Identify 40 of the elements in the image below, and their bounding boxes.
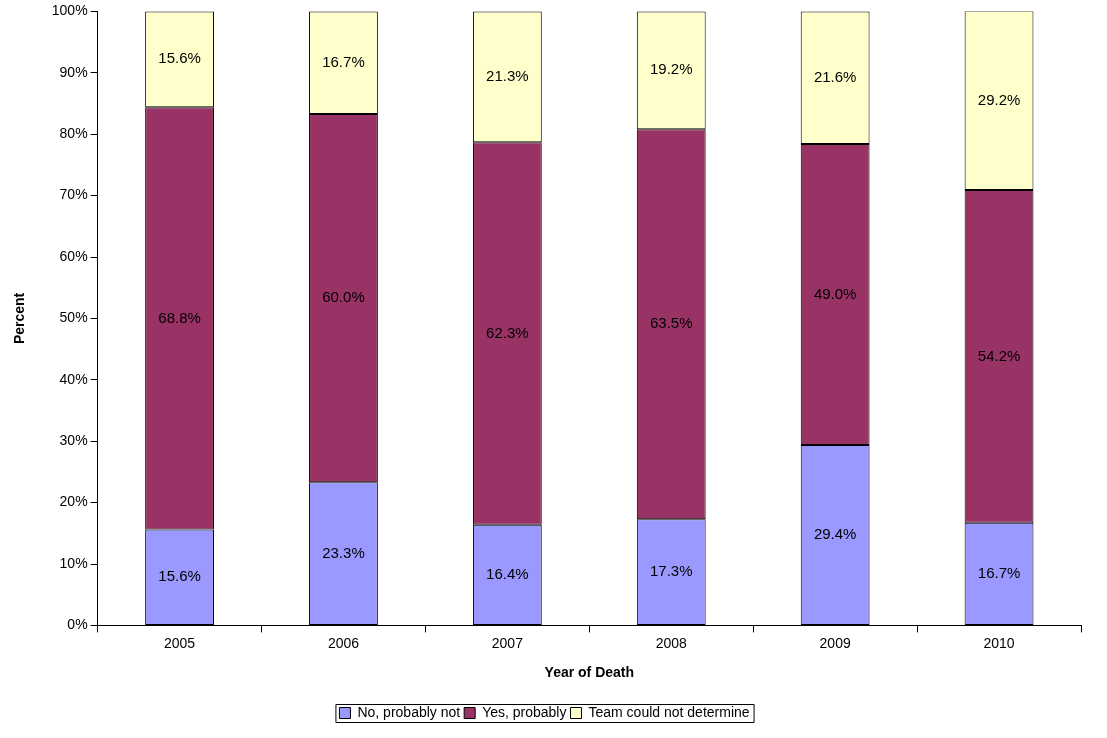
data-label: 63.5% bbox=[649, 314, 693, 332]
x-tick-label: 2007 bbox=[491, 634, 524, 651]
y-tick-label: 70% bbox=[59, 186, 88, 203]
data-label: 17.3% bbox=[649, 562, 693, 580]
data-label: 62.3% bbox=[486, 323, 529, 341]
legend-label: Yes, probably bbox=[482, 703, 567, 720]
y-tick-label: 90% bbox=[59, 63, 88, 80]
x-tick-label: 2009 bbox=[819, 634, 851, 651]
data-label: 29.4% bbox=[813, 525, 857, 543]
y-tick-label: 0% bbox=[67, 616, 88, 633]
data-label: 15.6% bbox=[158, 567, 201, 585]
legend-label: No, probably not bbox=[357, 703, 461, 720]
data-label: 15.6% bbox=[158, 49, 201, 67]
x-tick-label: 2008 bbox=[655, 634, 688, 651]
data-label: 54.2% bbox=[977, 346, 1021, 364]
legend-label: Team could not determine bbox=[588, 703, 750, 720]
data-label: 16.7% bbox=[322, 52, 365, 70]
data-label: 23.3% bbox=[322, 543, 365, 561]
y-tick-label: 100% bbox=[51, 2, 88, 19]
data-label: 49.0% bbox=[813, 284, 857, 302]
y-tick-label: 60% bbox=[59, 247, 88, 264]
data-label: 19.2% bbox=[649, 60, 693, 78]
y-tick-label: 10% bbox=[59, 554, 88, 571]
y-tick-label: 50% bbox=[59, 309, 88, 326]
x-tick-label: 2010 bbox=[983, 634, 1015, 651]
x-tick-label: 2005 bbox=[163, 634, 196, 651]
y-tick-label: 20% bbox=[59, 493, 88, 510]
data-label: 68.8% bbox=[158, 308, 201, 326]
data-label: 21.3% bbox=[486, 66, 529, 84]
data-label: 60.0% bbox=[322, 288, 365, 306]
data-label: 16.4% bbox=[486, 564, 529, 582]
data-label: 16.7% bbox=[977, 564, 1021, 582]
y-tick-label: 40% bbox=[59, 370, 88, 387]
y-tick-label: 30% bbox=[59, 432, 88, 449]
data-label: 29.2% bbox=[977, 90, 1021, 108]
y-tick-label: 80% bbox=[59, 125, 88, 142]
y-axis-title: Percent bbox=[11, 292, 28, 345]
x-tick-label: 2006 bbox=[327, 634, 360, 651]
data-label: 21.6% bbox=[813, 67, 857, 85]
x-axis-title: Year of Death bbox=[544, 664, 635, 681]
